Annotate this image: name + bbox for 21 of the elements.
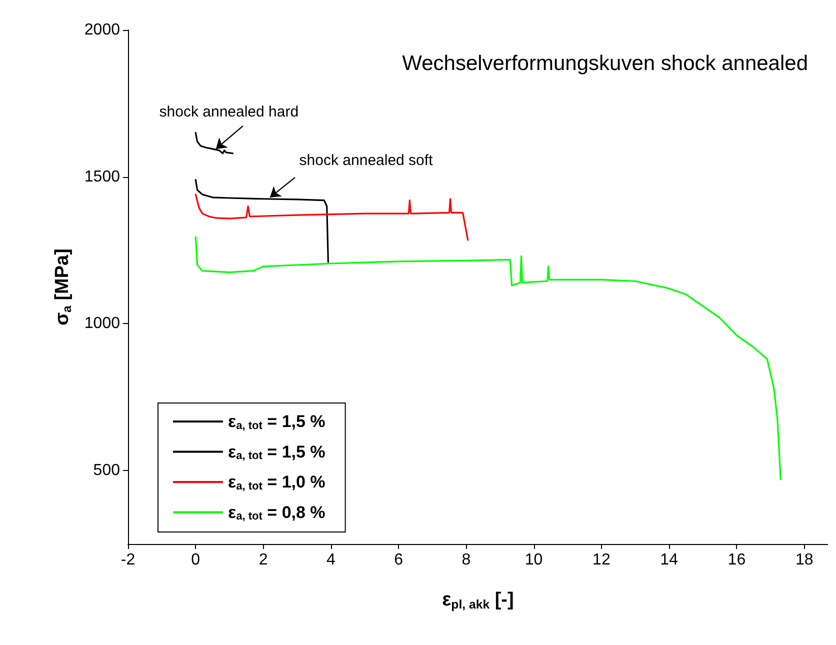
x-tick-label: 2 — [258, 552, 268, 568]
x-tick-label: 4 — [326, 552, 336, 568]
x-tick-label: 8 — [462, 552, 471, 568]
x-tick-label: 10 — [524, 552, 543, 568]
line-series — [194, 194, 469, 241]
x-tick-label: 16 — [728, 552, 746, 568]
y-tick-label: 2000 — [84, 22, 120, 38]
text: Wechselverformungskuven shock annealed — [402, 52, 808, 75]
y-tick-label: 1000 — [84, 315, 120, 332]
annotation: shock annealed hard — [159, 103, 299, 120]
y-tick-label: 1500 — [84, 168, 120, 186]
x-tick-label: 14 — [660, 552, 678, 568]
x-tick-label: 12 — [592, 552, 610, 568]
y-tick-label: 500 — [93, 462, 120, 480]
line-series — [194, 178, 329, 263]
x-tick-label: 0 — [191, 552, 200, 568]
x-tick-label: -2 — [120, 552, 136, 568]
x-tick-label: 6 — [394, 552, 404, 568]
x-tick-label: 18 — [795, 552, 814, 568]
y-axis-title: σa [MPa] — [52, 248, 74, 326]
annotation: shock annealed soft — [299, 152, 434, 169]
